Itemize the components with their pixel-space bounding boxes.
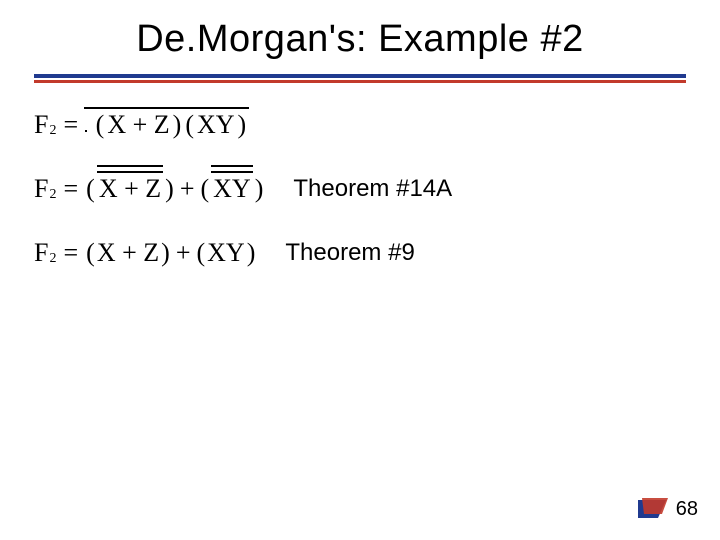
eq3-lhs-var: F [34,238,48,268]
eq1-group1-inner: X + Z [107,110,169,139]
eq1-rparen2: ) [236,110,249,139]
page-number: 68 [676,498,698,521]
equation-2: F2 = (X + Z) + (XY) [34,174,265,204]
equation-2-note: Theorem #14A [293,175,452,203]
rule-blue [34,74,686,78]
eq3-group1-inner: X + Z [97,238,159,268]
eq2-rparen2: ) [253,174,266,204]
title-underline [34,74,686,83]
page-footer: 68 [636,496,698,522]
eq3-group2-inner: XY [207,238,245,268]
eq3-lparen1: ( [84,238,97,268]
eq1-group2: XY [196,110,236,140]
eq2-equals: = [57,174,84,204]
eq1-group1: X + Z [106,110,170,140]
title-wrap: De.Morgan's: Example #2 [0,18,720,61]
eq2-lparen1: ( [84,174,97,204]
eq2-group1-inner: X + Z [99,174,161,203]
eq1-lparen1: ( [94,110,107,139]
eq2-group2-inner: XY [213,174,251,203]
equation-row-2: F2 = (X + Z) + (XY) Theorem #14A [34,174,686,204]
slide-title: De.Morgan's: Example #2 [0,18,720,61]
eq3-equals: = [57,238,84,268]
eq2-lparen2: ( [198,174,211,204]
eq2-rparen1: ) [163,174,176,204]
eq3-rparen1: ) [159,238,172,268]
eq1-rparen1: ) [171,110,184,139]
eq2-group2: XY [211,174,253,204]
eq2-lhs-var: F [34,174,48,204]
equation-3-note: Theorem #9 [285,239,414,267]
eq3-rparen2: ) [245,238,258,268]
eq3-lparen2: ( [194,238,207,268]
footer-logo-icon [636,496,668,522]
eq2-group1: X + Z [97,174,163,204]
equation-row-1: F2 = (X + Z)(XY) [34,110,686,140]
eq3-op: + [172,238,195,268]
equation-1: F2 = (X + Z)(XY) [34,110,249,140]
eq1-lhs-var: F [34,110,48,140]
eq2-lhs-sub: 2 [49,187,56,203]
eq2-op: + [176,174,199,204]
eq1-group2-inner: XY [197,110,235,139]
equation-row-3: F2 = (X + Z) + (XY) Theorem #9 [34,238,686,268]
eq3-lhs-sub: 2 [49,251,56,267]
equation-3: F2 = (X + Z) + (XY) [34,238,257,268]
eq1-lhs-sub: 2 [49,123,56,139]
eq1-lparen2: ( [183,110,196,139]
eq1-outer-bar: (X + Z)(XY) [84,110,249,140]
content-area: F2 = (X + Z)(XY) F2 = (X + Z) + (XY) The… [34,110,686,302]
rule-red [34,80,686,83]
slide: De.Morgan's: Example #2 F2 = (X + Z)(XY)… [0,0,720,540]
eq1-equals: = [57,110,84,140]
